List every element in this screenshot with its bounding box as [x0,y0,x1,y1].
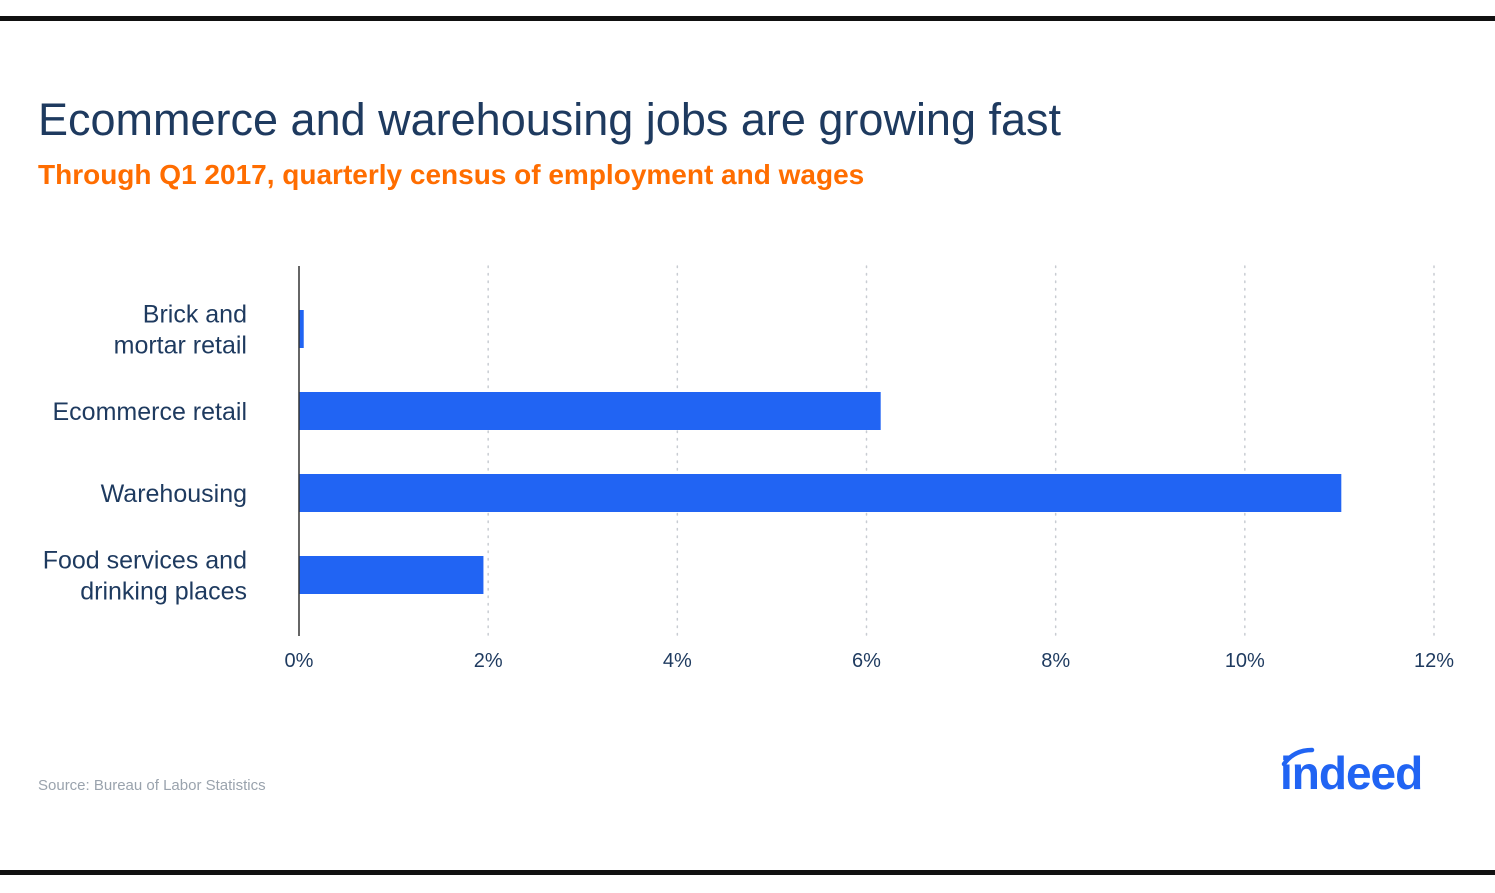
x-tick-label: 10% [1225,650,1265,672]
indeed-logo: indeed [1280,747,1423,799]
x-tick-labels: 0% 2% 4% 6% 8% 10% 12% [285,650,1455,672]
bottom-rule [0,870,1495,875]
x-tick-label: 0% [285,650,314,672]
category-label: Warehousing [101,480,247,508]
bar [299,556,484,594]
x-tick-label: 4% [663,650,692,672]
category-label: Ecommerce retail [53,398,248,426]
chart-subtitle: Through Q1 2017, quarterly census of emp… [38,159,865,190]
x-tick-label: 8% [1041,650,1070,672]
category-labels: Brick and mortar retail Ecommerce retail Wa… [43,301,247,606]
bars [299,310,1342,594]
top-rule [0,16,1495,21]
x-tick-label: 12% [1414,650,1454,672]
source-note: Source: Bureau of Labor Statistics [38,777,266,794]
bar [299,310,304,348]
x-tick-label: 6% [852,650,881,672]
x-tick-label: 2% [474,650,503,672]
category-label: drinking places [80,578,247,606]
category-label: mortar retail [114,332,247,360]
logo-wordmark: indeed [1280,747,1422,799]
grid-lines [487,265,1435,637]
category-label: Brick and [143,301,247,329]
chart-title: Ecommerce and warehousing jobs are growi… [38,94,1062,145]
bar [299,474,1342,512]
bar [299,392,881,430]
category-label: Food services and [43,547,247,575]
logo-swoosh [1281,747,1315,767]
